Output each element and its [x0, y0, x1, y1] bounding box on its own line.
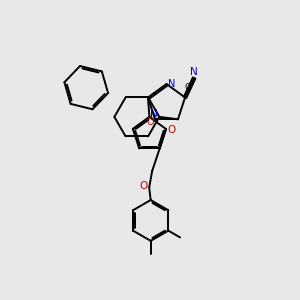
Text: C: C — [185, 83, 191, 92]
Text: N: N — [168, 79, 175, 89]
Text: N: N — [150, 110, 158, 119]
Text: O: O — [147, 117, 154, 127]
Text: N: N — [190, 68, 198, 77]
Text: O: O — [167, 125, 175, 136]
Text: O: O — [140, 181, 148, 191]
